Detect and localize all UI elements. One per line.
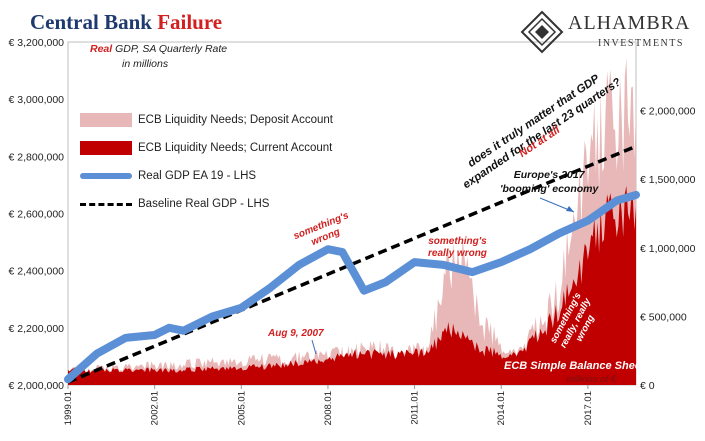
- annotation-aug-2007: Aug 9, 2007: [268, 328, 324, 339]
- series-current-area: [68, 185, 636, 385]
- right-axis-tick-label: € 0: [640, 380, 655, 392]
- arrow-booming-head: [566, 206, 574, 212]
- legend-item-current: ECB Liquidity Needs; Current Account: [80, 134, 333, 162]
- annotation-booming-line1: Europe's 2017: [513, 169, 585, 181]
- chart-title-main: Central Bank: [30, 10, 158, 34]
- x-axis-tick-label: 2017.01: [583, 391, 594, 425]
- left-axis-tick-label: € 3,000,000: [9, 94, 65, 106]
- series-gdp-line: [64, 190, 640, 384]
- logo-subtitle: INVESTMENTS: [598, 38, 684, 49]
- chart-subtitle: Real GDP, SA Quarterly Rate in millions: [90, 42, 227, 72]
- x-axis-tick-label: 2008.01: [323, 391, 334, 425]
- x-axis-tick-label: 1999.01: [63, 391, 74, 425]
- right-axis-tick-label: € 1,500,000: [640, 174, 696, 186]
- subtitle-rest: GDP, SA Quarterly Rate: [112, 43, 228, 55]
- annotation-wrong-2012-line2: really wrong: [428, 248, 487, 259]
- diamond-emblem-icon: [520, 10, 564, 54]
- x-axis-tick-label: 2011.01: [410, 391, 421, 425]
- annotation-wrong-2012-line1: something's: [428, 236, 487, 247]
- company-logo: ALHAMBRA INVESTMENTS: [520, 8, 700, 58]
- left-axis-tick-label: € 2,000,000: [9, 380, 65, 392]
- legend-item-deposit: ECB Liquidity Needs; Deposit Account: [80, 106, 333, 134]
- legend-item-gdp: Real GDP EA 19 - LHS: [80, 162, 333, 190]
- logo-name: ALHAMBRA: [568, 12, 691, 34]
- chart-title: Central Bank Failure: [30, 10, 222, 35]
- legend-label-gdp: Real GDP EA 19 - LHS: [138, 170, 257, 182]
- annotation-booming: Europe's 2017 'booming' economy: [500, 168, 598, 196]
- annotation-millions-note: millions of €: [566, 374, 617, 385]
- left-axis-tick-label: € 2,800,000: [9, 151, 65, 163]
- right-axis-tick-label: € 2,000,000: [640, 106, 696, 118]
- annotation-booming-line2: 'booming' economy: [500, 183, 599, 195]
- series-baseline-line: [67, 144, 637, 384]
- chart-title-accent: Failure: [157, 10, 223, 34]
- right-axis-tick-label: € 500,000: [640, 311, 687, 323]
- legend-swatch-gdp: [80, 173, 132, 179]
- legend-swatch-deposit: [80, 113, 132, 127]
- legend-label-baseline: Baseline Real GDP - LHS: [138, 198, 270, 210]
- chart-legend: ECB Liquidity Needs; Deposit Account ECB…: [80, 106, 333, 218]
- left-axis-tick-label: € 3,200,000: [9, 37, 65, 49]
- legend-swatch-current: [80, 141, 132, 155]
- x-axis-tick-label: 2005.01: [236, 391, 247, 425]
- annotation-wrong-2012: something's really wrong: [428, 236, 487, 260]
- legend-item-baseline: Baseline Real GDP - LHS: [80, 190, 333, 218]
- legend-swatch-baseline: [80, 202, 132, 206]
- subtitle-units: in millions: [122, 58, 169, 70]
- annotation-balance-sheet: ECB Simple Balance Sheet: [504, 360, 645, 372]
- right-axis-tick-label: € 1,000,000: [640, 243, 696, 255]
- arrow-aug-2007: [311, 339, 317, 355]
- subtitle-accent: Real: [90, 43, 113, 55]
- left-axis-tick-label: € 2,400,000: [9, 266, 65, 278]
- legend-label-current: ECB Liquidity Needs; Current Account: [138, 142, 333, 154]
- left-axis-tick-label: € 2,600,000: [9, 209, 65, 221]
- left-axis-tick-label: € 2,200,000: [9, 323, 65, 335]
- x-axis-tick-label: 2002.01: [150, 391, 161, 425]
- legend-label-deposit: ECB Liquidity Needs; Deposit Account: [138, 114, 333, 126]
- x-axis-tick-label: 2014.01: [496, 391, 507, 425]
